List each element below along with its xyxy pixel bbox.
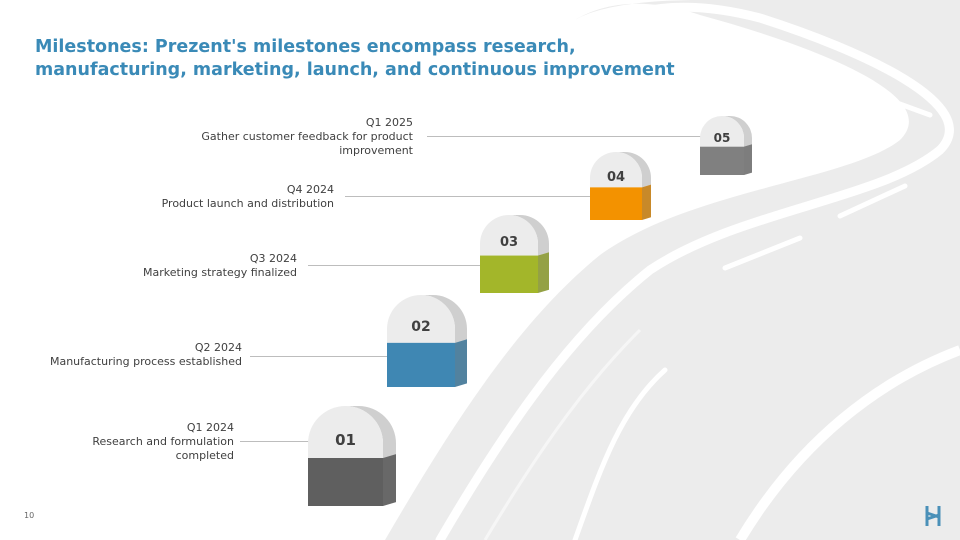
milestone-description: Manufacturing process established (49, 355, 242, 368)
leader-line-02 (250, 356, 390, 357)
milestone-date: Q1 2025 (365, 116, 413, 129)
milestone-date: Q4 2024 (286, 183, 334, 196)
milestone-number: 05 (713, 131, 731, 146)
slide-title: Milestones: Prezent's milestones encompa… (35, 37, 675, 80)
milestone-text-04: Q4 2024 Product launch and distribution (134, 183, 334, 211)
milestone-description: Research and formulation completed (92, 435, 234, 462)
milestone-marker-shape (387, 295, 467, 387)
milestone-marker-03: 03 (480, 215, 549, 293)
milestone-marker-05: 05 (700, 116, 752, 175)
leader-line-04 (345, 196, 595, 197)
milestone-number: 01 (335, 431, 356, 449)
milestone-number: 03 (499, 235, 519, 251)
milestone-date: Q3 2024 (249, 252, 297, 265)
milestone-marker-shape (480, 215, 549, 293)
leader-line-05 (427, 136, 707, 137)
milestone-number: 02 (411, 318, 431, 335)
milestone-marker-02: 02 (387, 295, 467, 387)
milestone-text-03: Q3 2024 Marketing strategy finalized (97, 252, 297, 280)
leader-line-03 (308, 265, 483, 266)
milestone-marker-04: 04 (590, 152, 651, 220)
milestone-marker-shape (700, 116, 752, 175)
milestone-description: Marketing strategy finalized (143, 266, 297, 279)
milestone-text-01: Q1 2024 Research and formulation complet… (74, 421, 234, 463)
page-number: 10 (24, 511, 35, 520)
milestone-date: Q2 2024 (194, 341, 242, 354)
milestone-date: Q1 2024 (186, 421, 234, 434)
brand-logo-icon (925, 506, 941, 526)
milestone-text-02: Q2 2024 Manufacturing process establishe… (20, 341, 242, 369)
milestone-description: Gather customer feedback for product imp… (201, 130, 413, 157)
milestone-marker-01: 01 (308, 406, 396, 506)
milestone-description: Product launch and distribution (161, 197, 334, 210)
leader-line-01 (240, 441, 312, 442)
milestone-number: 04 (606, 169, 626, 185)
milestone-marker-shape (590, 152, 651, 220)
milestone-text-05: Q1 2025 Gather customer feedback for pro… (190, 116, 413, 158)
milestone-marker-shape (308, 406, 396, 506)
